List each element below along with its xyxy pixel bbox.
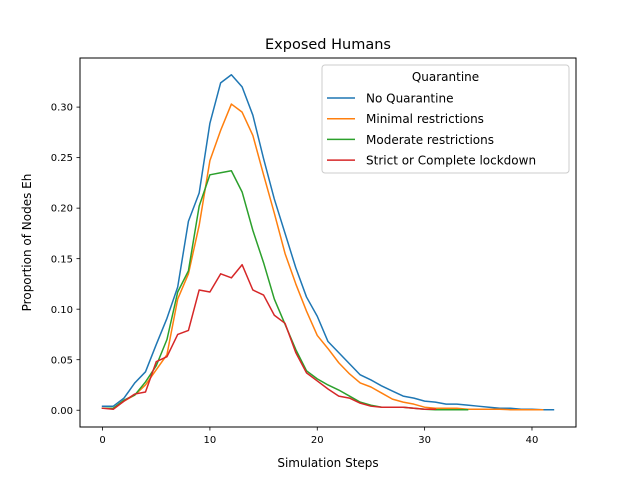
series-line-1 [101,74,555,411]
x-tick-label: 40 [526,435,539,446]
series-line-2 [101,103,544,411]
plot-frame [79,57,577,428]
x-axis-label: Simulation Steps [277,456,378,470]
legend: Quarantine No Quarantine Minimal restrict… [321,64,570,174]
legend-entries: No Quarantine Minimal restrictions Moderat… [327,92,536,168]
legend-box [321,64,570,174]
legend-label-3: Moderate restrictions [366,133,494,147]
y-tick-label: 0.30 [51,103,73,114]
series-lines [101,74,555,411]
y-tick-label: 0.15 [51,254,73,265]
x-tick-label: 20 [311,435,324,446]
y-tick-label: 0.05 [51,355,73,366]
y-tick-label: 0.00 [51,406,73,417]
x-tick-label: 0 [99,435,105,446]
x-tick-label: 10 [204,435,217,446]
y-tick-label: 0.20 [51,204,73,215]
chart-title: Exposed Humans [265,37,391,53]
x-axis-ticks: 0 10 20 30 40 [99,427,538,446]
x-tick-label: 30 [418,435,431,446]
y-tick-label: 0.25 [51,153,73,164]
legend-title: Quarantine [412,70,479,84]
legend-label-4: Strict or Complete lockdown [366,154,536,168]
y-axis-ticks: 0.00 0.05 0.10 0.15 0.20 0.25 0.30 [51,103,80,417]
legend-label-2: Minimal restrictions [366,112,484,126]
y-tick-label: 0.10 [51,305,73,316]
series-line-4 [101,263,437,410]
legend-label-1: No Quarantine [366,92,453,106]
y-axis-label: Proportion of Nodes Eh [20,174,34,312]
